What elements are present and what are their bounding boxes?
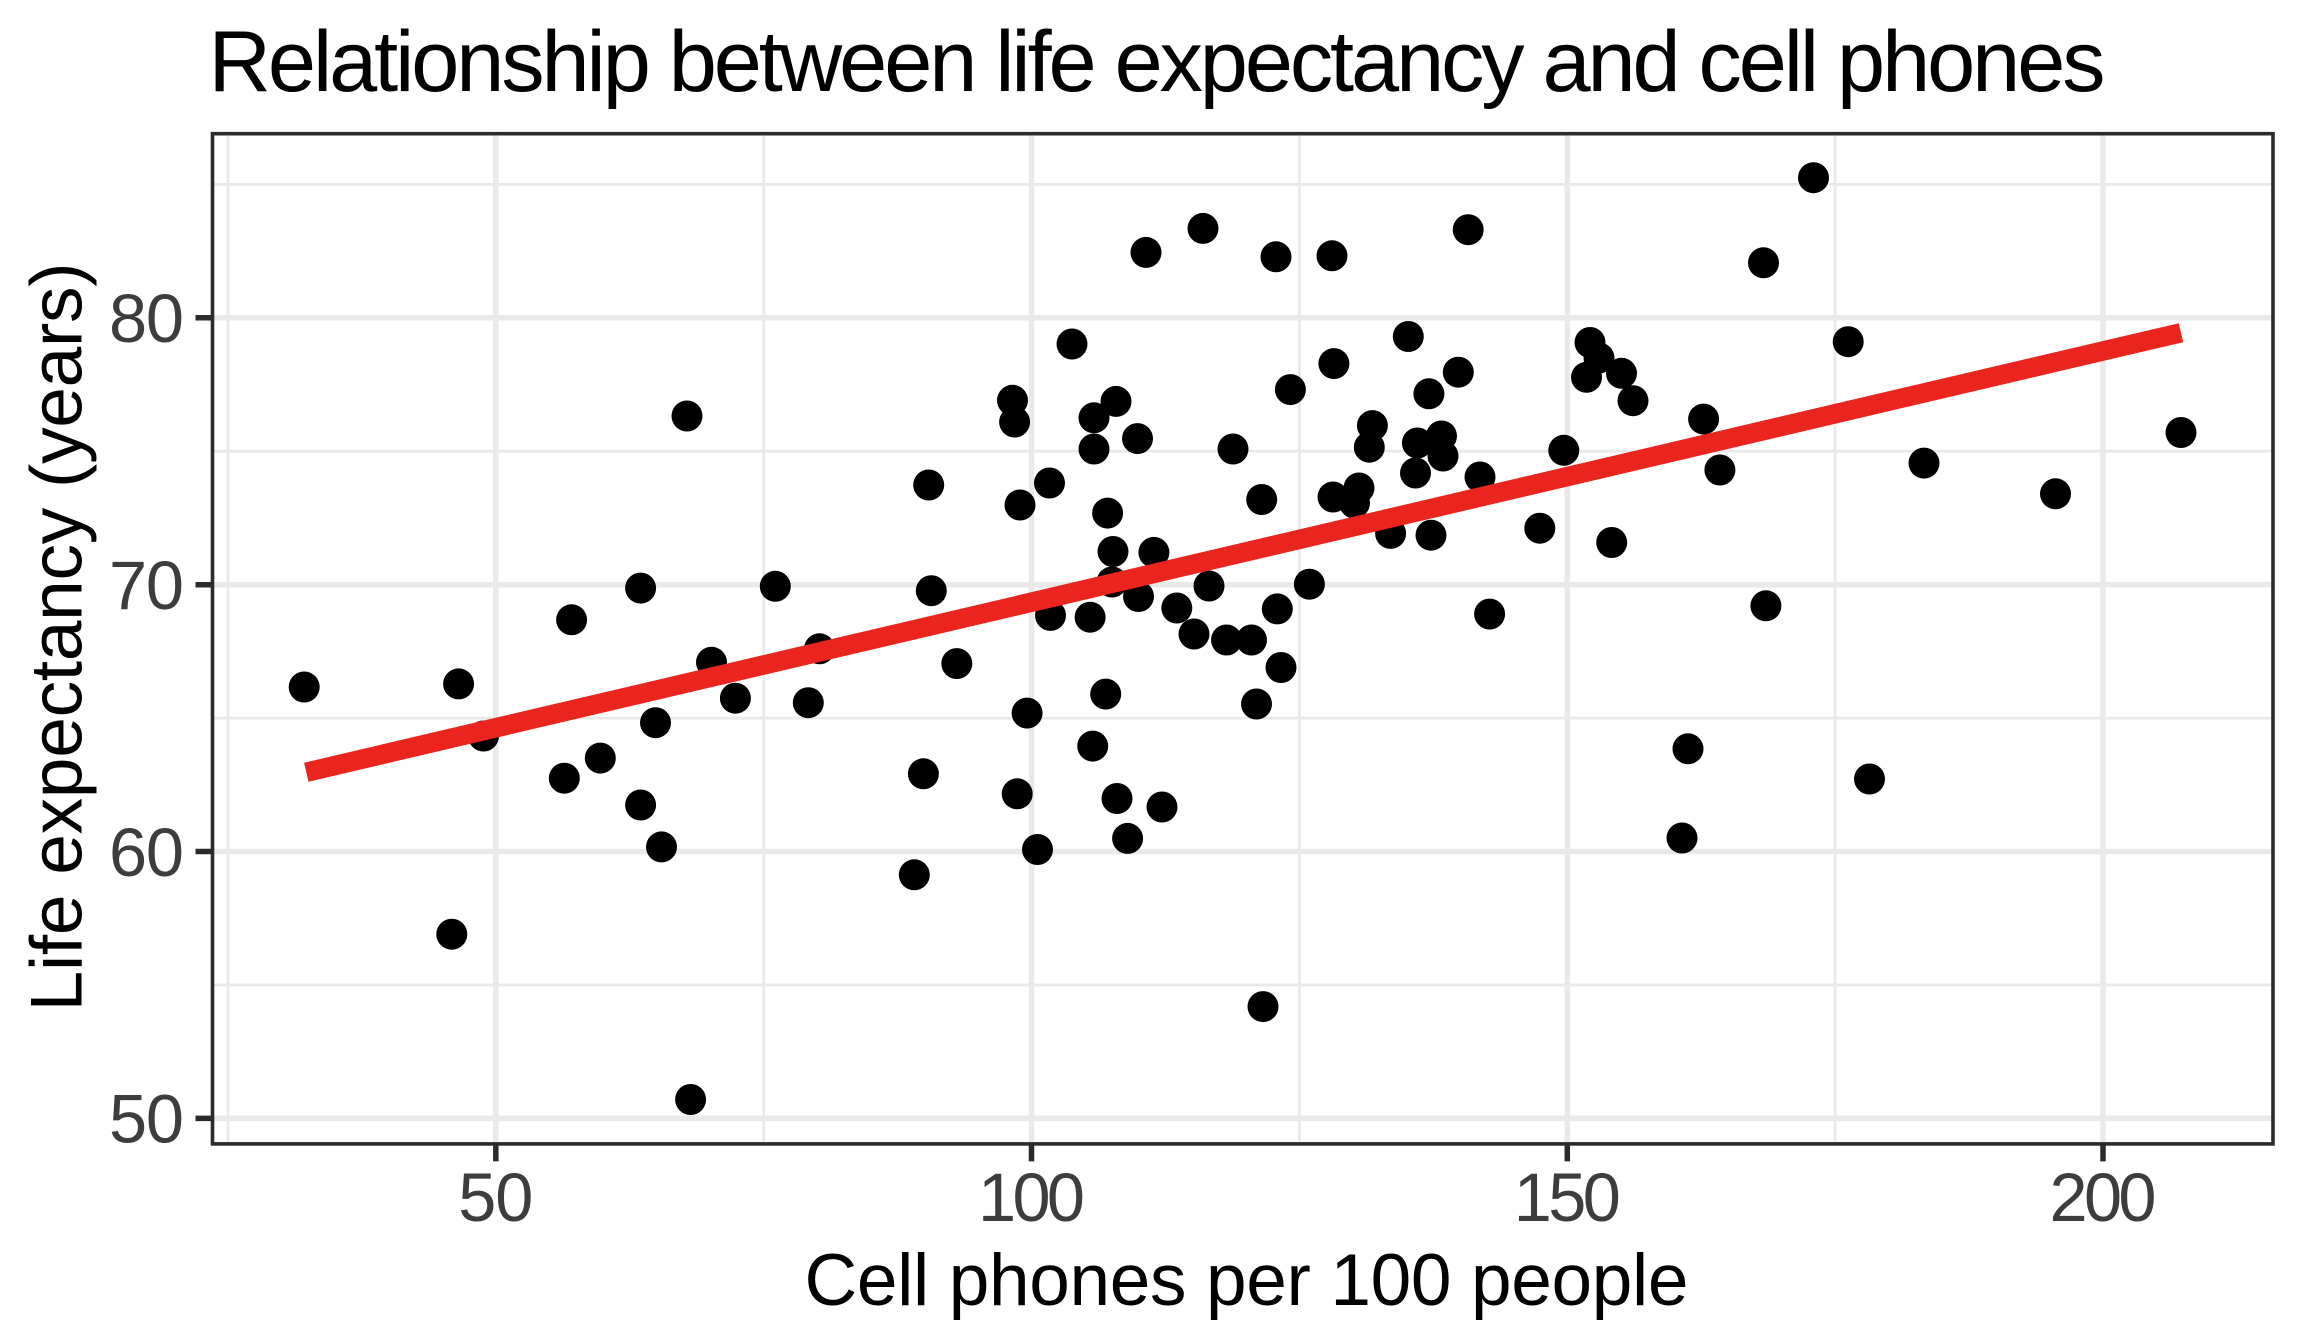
- svg-text:50: 50: [458, 1159, 533, 1236]
- svg-text:200: 200: [2050, 1159, 2157, 1236]
- svg-text:100: 100: [978, 1159, 1085, 1236]
- svg-text:60: 60: [109, 814, 184, 891]
- svg-text:Relationship between life expe: Relationship between life expectancy and…: [209, 14, 2106, 110]
- svg-text:70: 70: [109, 547, 184, 624]
- svg-text:Cell phones per 100 people: Cell phones per 100 people: [805, 1240, 1689, 1321]
- svg-text:150: 150: [1514, 1159, 1621, 1236]
- svg-text:Life expectancy (years): Life expectancy (years): [16, 262, 97, 1011]
- svg-text:80: 80: [109, 280, 184, 357]
- svg-text:50: 50: [109, 1081, 184, 1158]
